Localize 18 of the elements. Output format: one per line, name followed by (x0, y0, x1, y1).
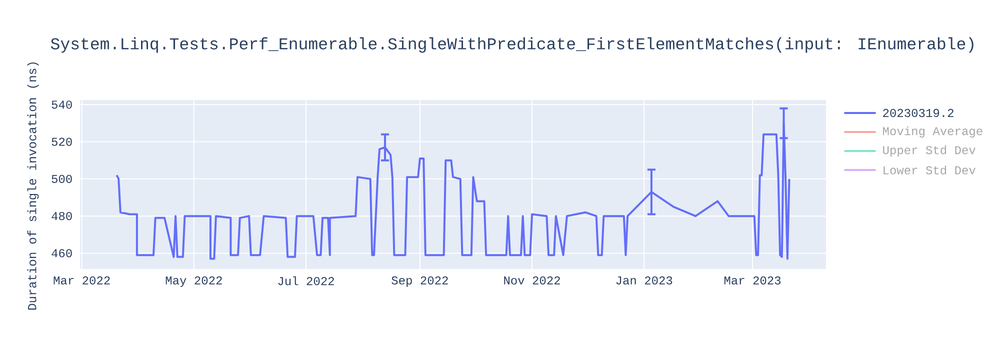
legend-label: Upper Std Dev (883, 145, 976, 157)
legend-label: 20230319.2 (883, 108, 954, 118)
y-axis-title: Duration of single invocation (ns) (27, 62, 39, 310)
y-tick-label: 480 (52, 212, 72, 220)
x-tick-label: May 2022 (166, 276, 222, 287)
x-tick-label: Jan 2023 (616, 276, 672, 285)
legend-label: Moving Average (883, 126, 982, 138)
legend-label: Lower Std Dev (884, 166, 976, 174)
x-tick-label: Nov 2022 (504, 276, 560, 285)
y-tick-label: 520 (52, 138, 72, 146)
y-tick-label: 500 (52, 174, 72, 184)
x-tick-label: Mar 2023 (724, 276, 781, 285)
x-tick-label: Mar 2022 (54, 276, 110, 285)
x-tick-label: Jul 2022 (278, 276, 334, 286)
y-tick-label: 540 (52, 100, 72, 109)
y-tick-label: 460 (52, 249, 72, 258)
chart-title: System.Linq.Tests.Perf_Enumerable.SingleWithPredicate_FirstElementMatches(input: IEnumerable) (50, 37, 974, 53)
x-tick-label: Sep 2022 (392, 276, 448, 287)
